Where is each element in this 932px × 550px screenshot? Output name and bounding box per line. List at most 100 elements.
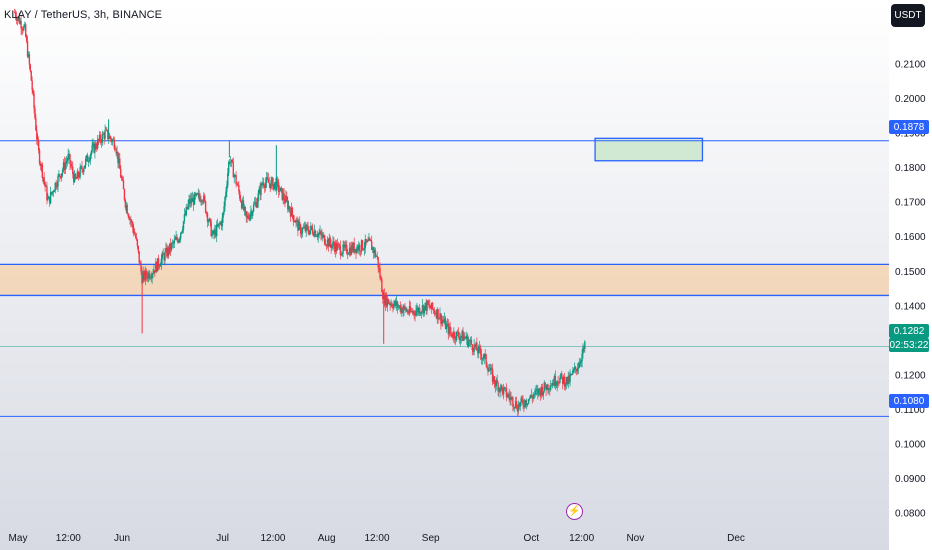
currency-button[interactable]: USDT (891, 4, 925, 27)
candle-body (303, 226, 306, 228)
candle-body (441, 319, 443, 324)
candle-body (300, 232, 303, 235)
candle-body (30, 71, 32, 81)
candle-body (97, 139, 100, 141)
candle-body (72, 174, 75, 183)
candle-body (37, 140, 40, 151)
candle-body (528, 398, 531, 400)
candle-body (54, 182, 56, 191)
candle-body (183, 214, 186, 222)
time-tick-label: Nov (626, 533, 644, 544)
candle-body (44, 182, 46, 187)
candle-body (412, 311, 414, 313)
support-price-tag: 0.1080 (889, 394, 929, 408)
candle-body (83, 168, 85, 172)
candle-body (513, 406, 515, 408)
candle-body (535, 390, 537, 392)
candle-body (227, 173, 229, 186)
time-tick-label: Sep (422, 533, 440, 544)
candle-body (213, 230, 215, 235)
candle-body (61, 173, 63, 178)
candle-body (112, 139, 115, 141)
candle-body (555, 385, 557, 387)
candle-body (236, 184, 238, 186)
candle-body (295, 219, 297, 223)
candle-body (540, 386, 543, 396)
candle-body (334, 245, 336, 252)
candle-body (500, 385, 502, 392)
candle-body (201, 200, 203, 202)
candle-body (221, 217, 223, 227)
candle-body (144, 270, 147, 280)
price-axis-background[interactable] (889, 0, 932, 550)
candle-body (550, 386, 552, 390)
lightning-icon[interactable]: ⚡ (566, 503, 583, 520)
candle-body (336, 244, 339, 251)
candle-body (198, 193, 200, 198)
candle-body (503, 387, 506, 389)
candle-body (387, 298, 390, 304)
candle-body (476, 342, 478, 351)
candle-body (359, 244, 361, 252)
time-tick-label: Dec (727, 533, 745, 544)
candle-body (341, 253, 343, 256)
candle-body (358, 244, 360, 250)
candle-body (542, 391, 545, 396)
candle-body (419, 312, 422, 314)
candle-body (397, 306, 400, 308)
candle-body (451, 333, 453, 337)
candle-body (306, 224, 308, 227)
candle-body (253, 203, 256, 205)
candle-body (520, 397, 522, 403)
candle-body (237, 185, 239, 186)
candle-body (299, 225, 302, 235)
candle-body (281, 188, 283, 200)
candle-body (185, 207, 187, 216)
candle-body (80, 166, 82, 168)
candle-body (488, 369, 490, 372)
candle-body (573, 369, 575, 371)
candle-body (375, 256, 378, 258)
candle-body (94, 143, 96, 153)
candle-body (202, 201, 204, 203)
candle-body (206, 213, 209, 222)
candle-body (184, 214, 187, 216)
candle-body (502, 387, 504, 395)
candle-body (461, 330, 463, 337)
candle-body (511, 397, 513, 399)
candle-body (32, 90, 34, 94)
candle-body (124, 199, 127, 208)
candle-body (373, 249, 376, 254)
candle-body (478, 346, 480, 354)
candle-body (351, 245, 354, 252)
candle-body (338, 244, 341, 246)
candle-body (232, 162, 235, 178)
candle-body (204, 201, 207, 213)
candle-body (267, 178, 270, 183)
candle-body (238, 185, 240, 192)
candle-body (569, 374, 571, 382)
candle-body (530, 394, 533, 397)
candle-body (396, 301, 399, 308)
candle-body (442, 319, 444, 322)
candle-body (523, 405, 525, 407)
candle-body (342, 244, 344, 254)
candle-body (560, 373, 562, 378)
candle-body (168, 247, 170, 254)
candle-body (468, 341, 471, 342)
candle-body (144, 271, 146, 280)
symbol-title[interactable]: KLAY / TetherUS, 3h, BINANCE (4, 9, 163, 21)
candle-body (143, 271, 145, 276)
candle-body (310, 225, 312, 231)
candle-body (39, 163, 42, 166)
candle-body (182, 221, 185, 230)
candle-body (452, 336, 454, 338)
candle-body (308, 231, 310, 235)
candle-body (331, 244, 333, 248)
candle-body (284, 199, 286, 203)
candle-body (414, 313, 416, 316)
candle-body (447, 323, 449, 335)
candle-body (266, 177, 269, 179)
candle-body (485, 354, 487, 365)
